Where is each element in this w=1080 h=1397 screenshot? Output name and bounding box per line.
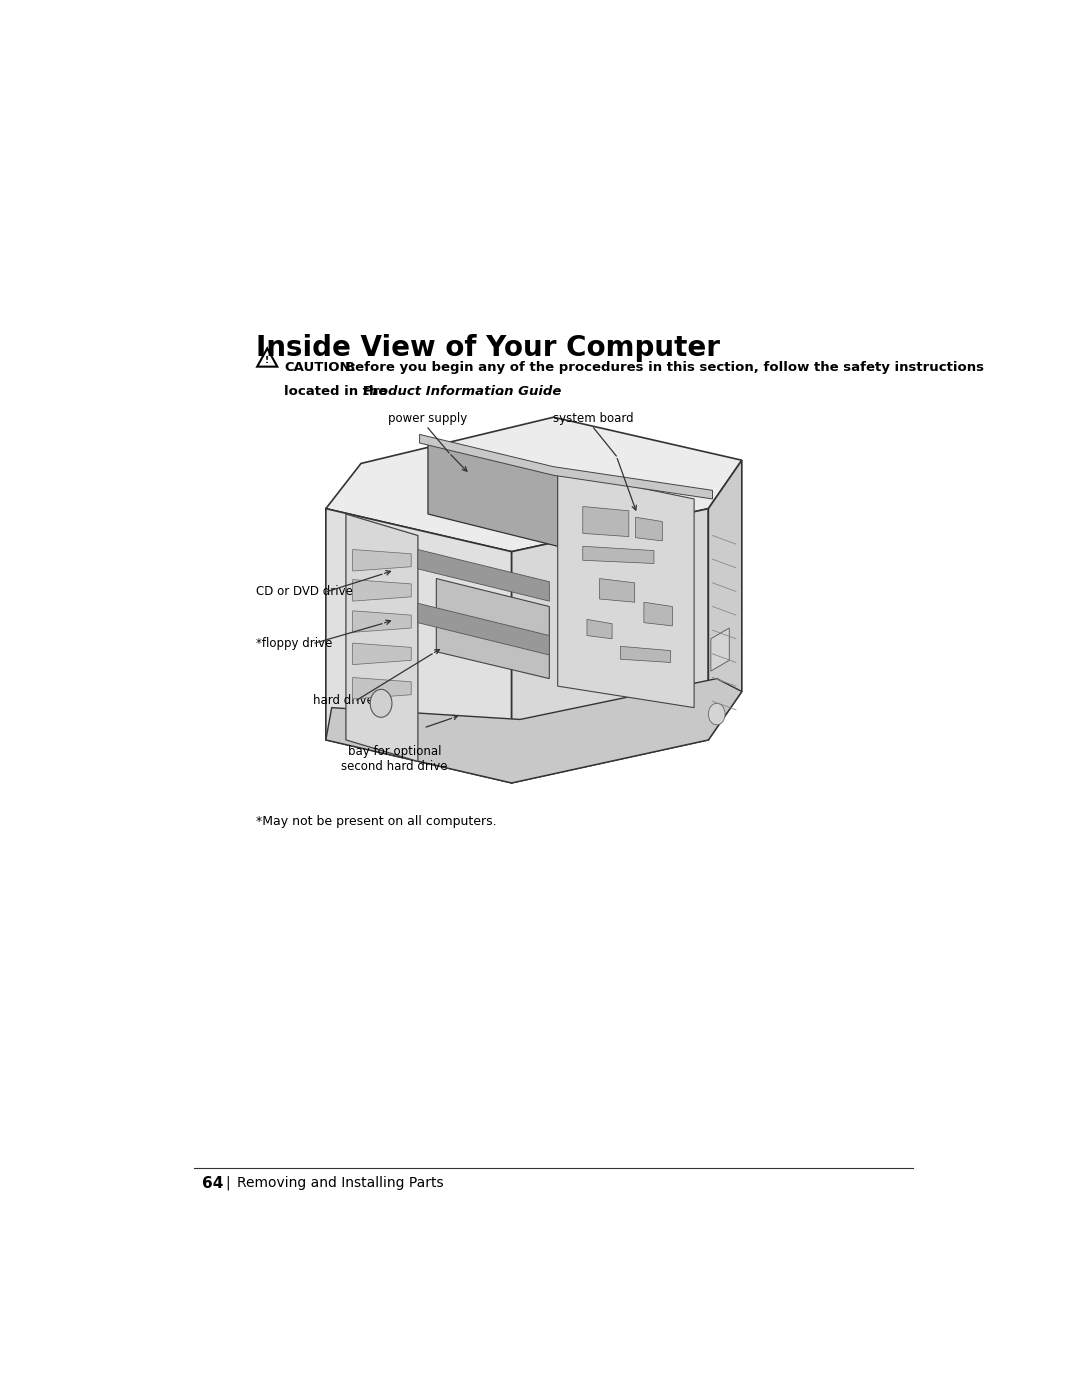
Text: 64: 64 <box>202 1175 224 1190</box>
Text: *May not be present on all computers.: *May not be present on all computers. <box>256 816 497 828</box>
Text: Before you begin any of the procedures in this section, follow the safety instru: Before you begin any of the procedures i… <box>346 362 984 374</box>
Polygon shape <box>588 619 612 638</box>
Text: CAUTION:: CAUTION: <box>284 362 356 374</box>
Polygon shape <box>635 517 662 541</box>
Text: Inside View of Your Computer: Inside View of Your Computer <box>256 334 720 362</box>
Text: power supply: power supply <box>389 412 468 425</box>
Polygon shape <box>644 602 673 626</box>
Polygon shape <box>512 509 708 782</box>
Text: hard drive: hard drive <box>313 693 374 707</box>
Polygon shape <box>352 549 411 571</box>
Polygon shape <box>418 549 550 601</box>
Polygon shape <box>352 610 411 633</box>
Polygon shape <box>557 471 694 708</box>
Text: CD or DVD drive: CD or DVD drive <box>256 585 353 598</box>
Polygon shape <box>708 460 742 740</box>
Polygon shape <box>599 578 635 602</box>
Polygon shape <box>326 509 512 782</box>
Text: located in the: located in the <box>284 386 392 398</box>
Circle shape <box>708 703 725 725</box>
Polygon shape <box>583 546 653 563</box>
Polygon shape <box>352 643 411 665</box>
Polygon shape <box>583 507 629 536</box>
Polygon shape <box>352 678 411 698</box>
Polygon shape <box>620 647 671 662</box>
Text: !: ! <box>266 356 269 365</box>
Text: system board: system board <box>553 412 634 425</box>
Polygon shape <box>346 514 418 761</box>
Text: .: . <box>499 386 504 398</box>
Circle shape <box>370 689 392 717</box>
Polygon shape <box>326 679 742 782</box>
Text: Product Information Guide: Product Information Guide <box>363 386 561 398</box>
Polygon shape <box>711 629 729 671</box>
Polygon shape <box>420 434 713 499</box>
Polygon shape <box>436 578 550 679</box>
Text: *floppy drive: *floppy drive <box>256 637 333 650</box>
Polygon shape <box>428 439 557 546</box>
Polygon shape <box>326 418 742 552</box>
Polygon shape <box>418 604 550 655</box>
Text: bay for optional
second hard drive: bay for optional second hard drive <box>341 745 448 774</box>
Polygon shape <box>352 580 411 601</box>
Text: Removing and Installing Parts: Removing and Installing Parts <box>238 1175 444 1190</box>
Text: |: | <box>226 1175 230 1190</box>
